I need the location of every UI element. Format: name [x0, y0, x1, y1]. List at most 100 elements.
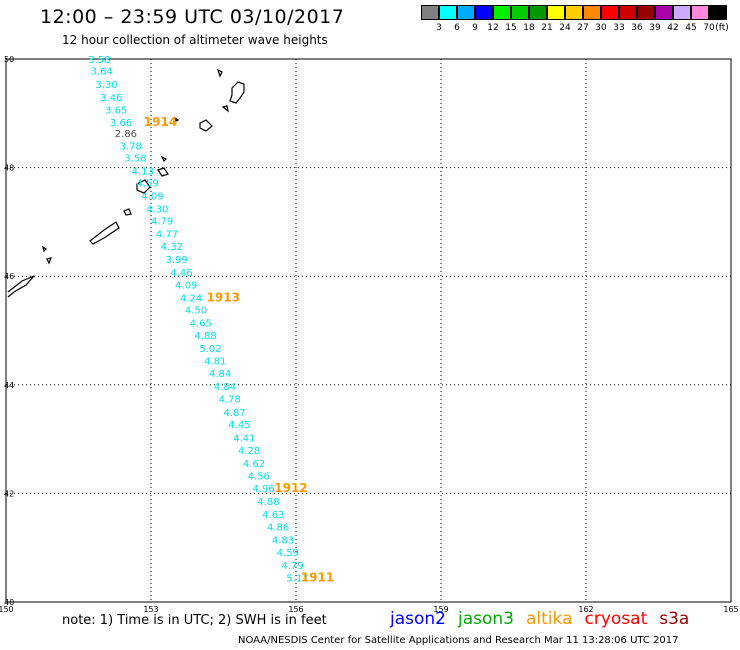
- legend-swatch: [457, 5, 475, 20]
- swh-value: 4.87: [224, 408, 246, 419]
- legend-swatch: [601, 5, 619, 20]
- mission-legend: jason2 jason3 altika cryosat s3a: [390, 609, 701, 629]
- legend-label: 45: [685, 23, 697, 33]
- lat-label: 48: [4, 164, 14, 173]
- lon-label: 159: [433, 605, 448, 614]
- legend-swatch: [439, 5, 457, 20]
- footer-note: note: 1) Time is in UTC; 2) SWH is in fe…: [62, 613, 327, 628]
- legend-label: 33: [613, 23, 625, 33]
- island-north: [229, 81, 245, 104]
- swh-value: 4.63: [262, 510, 284, 521]
- swh-value: 4.79: [151, 217, 173, 228]
- island-small-1: [216, 68, 223, 78]
- legend-label: 12: [487, 23, 499, 33]
- legend-swatch: [583, 5, 601, 20]
- footer-credit: NOAA/NESDIS Center for Satellite Applica…: [238, 635, 679, 646]
- swh-value: 4.56: [248, 471, 270, 482]
- swh-value: 4.09: [175, 281, 197, 292]
- legend-swatch: [673, 5, 691, 20]
- swh-value: 3.30: [95, 80, 117, 91]
- coastline: [7, 68, 245, 298]
- legend-label: 24: [559, 23, 571, 33]
- legend-label: 70: [703, 23, 715, 33]
- legend-swatch: [511, 5, 529, 20]
- mission-label: altika: [526, 609, 573, 629]
- legend-swatch: [475, 5, 493, 20]
- swh-value: 4.50: [185, 306, 207, 317]
- legend-swatch: [655, 5, 673, 20]
- swh-value: 4.96: [253, 484, 275, 495]
- time-mark: 1914: [144, 115, 177, 129]
- legend-label: 39: [649, 23, 661, 33]
- legend-label: 30: [595, 23, 607, 33]
- lon-label: 150: [0, 605, 14, 614]
- swh-value: 4.81: [204, 357, 226, 368]
- swh-value: 4.24: [180, 294, 202, 305]
- graticule: 150 153 156 159 162 165 50 48 46 44 42 40: [0, 55, 739, 614]
- swh-value: 4.45: [228, 420, 250, 431]
- time-mark: 1912: [274, 481, 307, 495]
- swh-value: 4.84: [209, 369, 231, 380]
- mission-label: s3a: [659, 609, 690, 629]
- island-chain-1: [136, 179, 151, 194]
- island-chain-2: [123, 208, 132, 216]
- time-mark: 1913: [207, 291, 240, 305]
- lat-label: 44: [4, 381, 14, 390]
- swh-value: 4.28: [238, 446, 260, 457]
- swh-value: 5.02: [199, 344, 221, 355]
- legend-label: 42: [667, 23, 679, 33]
- island-islet-2: [160, 155, 168, 163]
- island-islet-1: [173, 116, 180, 122]
- mission-label: jason3: [458, 609, 514, 629]
- lon-label: 156: [288, 605, 303, 614]
- swh-value: 3.99: [166, 255, 188, 266]
- lat-label: 50: [4, 55, 14, 64]
- legend-label: 15: [505, 23, 517, 33]
- swh-value: 4.84: [214, 382, 236, 393]
- swh-value: 3.66: [110, 118, 132, 129]
- swh-value: 4.65: [190, 319, 212, 330]
- mission-label: jason2: [390, 609, 446, 629]
- legend-label: 3: [436, 23, 442, 33]
- legend-swatch: [709, 5, 727, 20]
- swh-value: 4.77: [156, 230, 178, 241]
- lon-label: 153: [143, 605, 158, 614]
- time-marks: 1914 1913 1912 1911: [144, 115, 334, 585]
- time-mark: 1911: [301, 570, 334, 584]
- swh-value: 4.83: [272, 535, 294, 546]
- swh-value: 3.58: [124, 154, 146, 165]
- swh-value: 4.13: [132, 167, 154, 178]
- swh-value: 4.86: [267, 522, 289, 533]
- swh-value: 3.78: [120, 142, 142, 153]
- mission-label: cryosat: [584, 609, 648, 629]
- legend-swatch: [637, 5, 655, 20]
- legend-label: 6: [454, 23, 460, 33]
- island-small-2: [221, 105, 229, 113]
- swh-value: 4.88: [195, 331, 217, 342]
- legend-swatch: [529, 5, 547, 20]
- lon-label: 162: [578, 605, 593, 614]
- swh-value: 4.78: [219, 395, 241, 406]
- island-mid: [199, 119, 213, 132]
- swh-value: 4.41: [233, 433, 255, 444]
- legend-unit: (ft): [715, 23, 729, 33]
- swh-value: 3.64: [91, 67, 113, 78]
- swh-value: 4.09: [141, 192, 163, 203]
- swh-value: 4.88: [257, 497, 279, 508]
- swh-value: 4.32: [161, 242, 183, 253]
- swh-value: 4.46: [170, 268, 192, 279]
- legend-label: 21: [541, 23, 553, 33]
- map-title: 12:00 – 23:59 UTC 03/10/2017: [40, 6, 345, 28]
- legend-swatch: [691, 5, 709, 20]
- legend-label: 36: [631, 23, 643, 33]
- swh-value: 3.65: [105, 105, 127, 116]
- legend-swatch: [547, 5, 565, 20]
- legend-label: 18: [523, 23, 535, 33]
- swh-value: 2.86: [115, 129, 137, 140]
- map-subtitle: 12 hour collection of altimeter wave hei…: [62, 33, 328, 47]
- swh-value: 4.59: [277, 548, 299, 559]
- swh-value: 4.79: [282, 561, 304, 572]
- lat-label: 46: [4, 272, 14, 281]
- island-east: [157, 167, 169, 177]
